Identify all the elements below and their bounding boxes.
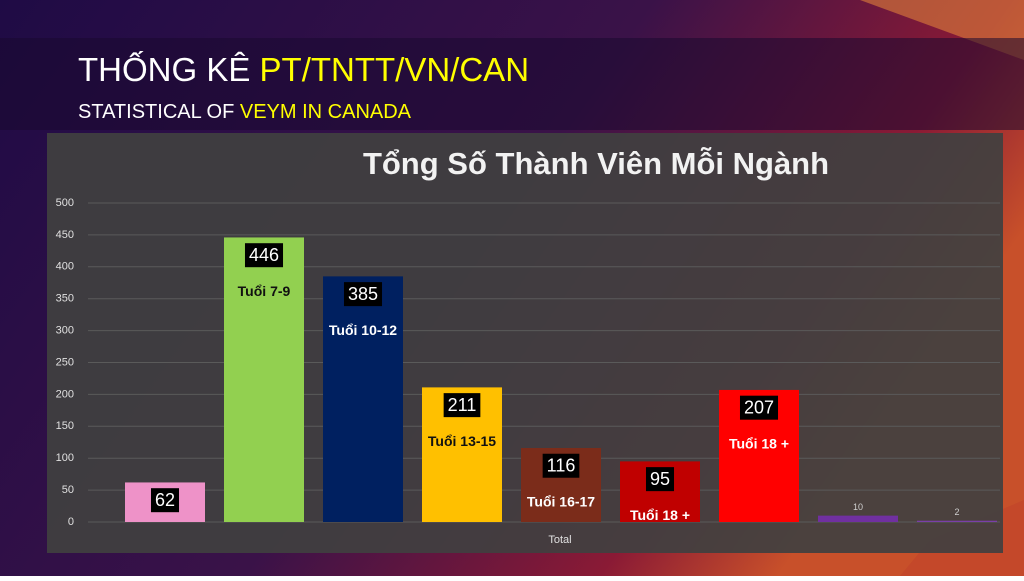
value-label: 211 bbox=[448, 395, 477, 415]
bar bbox=[917, 520, 997, 522]
chart-title: Tổng Số Thành Viên Mỗi Ngành bbox=[363, 146, 829, 181]
header-subtitle: STATISTICAL OF VEYM IN CANADA bbox=[78, 101, 412, 123]
value-label-box bbox=[150, 488, 180, 513]
value-label: 385 bbox=[348, 284, 378, 304]
value-label: 207 bbox=[744, 398, 774, 418]
series-label: Tuổi 18 + bbox=[729, 436, 789, 452]
series-label: Tuổi 18 + bbox=[630, 507, 690, 523]
value-label: 10 bbox=[853, 502, 863, 512]
y-tick-label: 200 bbox=[56, 388, 74, 400]
bar bbox=[818, 515, 898, 522]
y-tick-label: 300 bbox=[56, 325, 74, 337]
series-label: Tuổi 16-17 bbox=[527, 494, 595, 510]
subtitle-prefix: STATISTICAL OF bbox=[78, 101, 240, 123]
y-tick-label: 250 bbox=[56, 356, 74, 368]
value-label-box bbox=[739, 395, 779, 420]
y-tick-label: 150 bbox=[56, 420, 74, 432]
x-tick-label: Total bbox=[548, 534, 571, 546]
series-label: Tuổi 13-15 bbox=[428, 433, 496, 449]
value-label: 446 bbox=[249, 245, 279, 265]
y-tick-label: 50 bbox=[62, 484, 74, 496]
y-tick-label: 450 bbox=[56, 229, 74, 241]
subtitle-highlight: VEYM IN CANADA bbox=[240, 101, 412, 123]
title-prefix: THỐNG KÊ bbox=[78, 50, 260, 88]
value-label: 2 bbox=[954, 507, 959, 517]
header-title: THỐNG KÊ PT/TNTT/VN/CAN bbox=[78, 50, 529, 88]
value-label-box bbox=[343, 282, 383, 307]
value-label: 116 bbox=[547, 456, 576, 476]
series-label: Tuổi 10-12 bbox=[329, 322, 397, 338]
value-label: 62 bbox=[155, 490, 175, 510]
y-tick-label: 400 bbox=[56, 261, 74, 273]
y-tick-label: 0 bbox=[68, 516, 74, 528]
bar bbox=[224, 237, 304, 522]
value-label-box bbox=[645, 467, 675, 492]
y-tick-label: 350 bbox=[56, 293, 74, 305]
header-band bbox=[0, 38, 1024, 130]
y-tick-label: 500 bbox=[56, 197, 74, 209]
bar bbox=[323, 276, 403, 522]
value-label-box bbox=[542, 453, 580, 478]
series-label: Tuổi 7-9 bbox=[238, 283, 291, 299]
value-label-box bbox=[443, 393, 481, 418]
title-highlight: PT/TNTT/VN/CAN bbox=[260, 51, 530, 88]
value-label: 95 bbox=[650, 469, 670, 489]
value-label-box bbox=[244, 243, 284, 268]
y-tick-label: 100 bbox=[56, 452, 74, 464]
